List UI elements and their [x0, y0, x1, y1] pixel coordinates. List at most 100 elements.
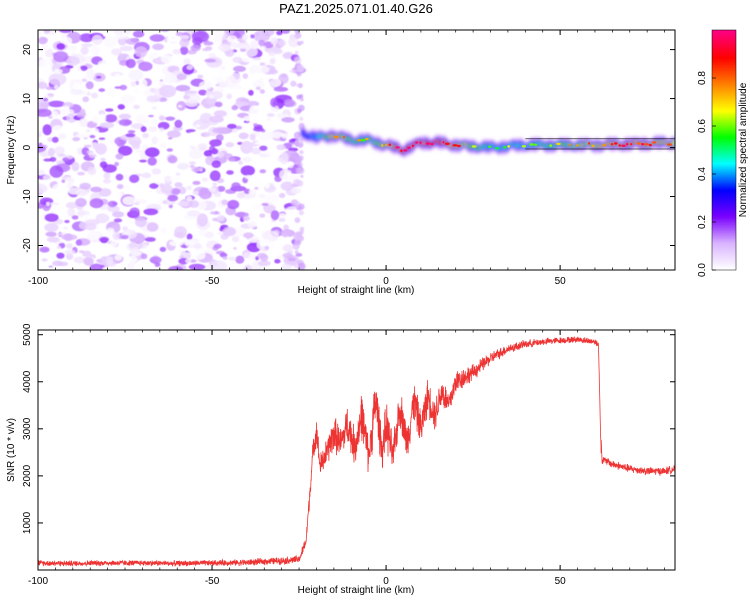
- colorbar-cell: [712, 168, 736, 171]
- colorbar-cell: [712, 42, 736, 45]
- noise-blob: [44, 213, 59, 222]
- noise-blob: [192, 190, 200, 196]
- noise-blob: [175, 84, 191, 92]
- noise-blob: [214, 192, 222, 198]
- noise-blob: [90, 186, 102, 193]
- noise-blob: [56, 43, 66, 50]
- noise-blob: [113, 218, 123, 223]
- colorbar-cell: [712, 140, 736, 143]
- noise-blob: [179, 145, 190, 150]
- snr-frame: [37, 329, 676, 571]
- noise-blob: [126, 255, 138, 263]
- noise-blob: [110, 240, 118, 247]
- noise-blob: [193, 243, 202, 249]
- snr-y-label: SNR (10 * v/v): [6, 418, 17, 482]
- y-tick-label: 10: [22, 93, 33, 105]
- noise-blob: [213, 243, 222, 249]
- track-hotspot: [400, 149, 403, 152]
- noise-blob: [217, 80, 229, 88]
- noise-blob: [259, 145, 268, 151]
- noise-blob: [65, 176, 73, 182]
- noise-blob: [249, 134, 256, 141]
- colorbar-cell: [712, 98, 736, 101]
- noise-blob: [274, 223, 283, 227]
- noise-blob: [248, 89, 254, 96]
- colorbar-cell: [712, 90, 736, 93]
- noise-blob: [102, 164, 117, 173]
- noise-blob: [212, 127, 229, 134]
- noise-blob: [142, 132, 149, 139]
- noise-blob: [243, 232, 254, 239]
- noise-blob: [125, 133, 136, 138]
- x-tick-label: 50: [555, 276, 567, 287]
- noise-blob: [266, 113, 275, 117]
- noise-blob: [186, 195, 193, 202]
- noise-blob: [251, 147, 261, 155]
- colorbar-cell: [712, 154, 736, 157]
- noise-blob: [47, 179, 54, 183]
- noise-blob: [191, 166, 200, 173]
- noise-blob: [148, 126, 158, 132]
- noise-blob: [72, 137, 81, 142]
- colorbar-cell: [712, 250, 736, 253]
- track-hotspot: [618, 144, 621, 147]
- noise-blob: [113, 30, 125, 35]
- track-hotspot: [666, 143, 672, 146]
- noise-blob: [115, 153, 124, 160]
- noise-blob: [266, 151, 271, 156]
- track-hotspot: [576, 144, 579, 147]
- noise-blob: [114, 73, 122, 80]
- noise-blob: [79, 117, 88, 127]
- noise-blob: [296, 83, 300, 87]
- noise-blob: [188, 200, 200, 208]
- colorbar-cell: [712, 106, 736, 109]
- colorbar-cell: [712, 38, 736, 41]
- noise-blob: [91, 92, 99, 99]
- noise-blob: [255, 86, 261, 91]
- colorbar-cell: [712, 182, 736, 185]
- noise-blob: [276, 113, 287, 119]
- noise-blob: [44, 222, 59, 232]
- track-hotspot: [568, 143, 571, 147]
- noise-blob: [286, 171, 292, 178]
- noise-blob: [208, 187, 217, 193]
- noise-blob: [257, 252, 267, 259]
- noise-blob: [77, 68, 82, 72]
- noise-blob: [119, 120, 125, 123]
- noise-blob: [135, 217, 147, 228]
- noise-blob: [38, 31, 43, 38]
- colorbar-cell: [712, 124, 736, 127]
- noise-blob: [298, 203, 305, 210]
- colorbar-cell: [712, 94, 736, 97]
- noise-blob: [197, 74, 204, 79]
- noise-blob: [48, 73, 67, 86]
- noise-blob: [264, 182, 270, 189]
- colorbar-tick-label: 0.4: [697, 167, 708, 181]
- noise-blob: [66, 182, 74, 189]
- colorbar-cell: [712, 150, 736, 153]
- noise-blob: [71, 161, 80, 172]
- y-tick-label: 3000: [22, 417, 33, 440]
- noise-blob: [190, 44, 201, 52]
- noise-blob: [177, 162, 190, 170]
- noise-blob: [278, 39, 286, 47]
- track-hotspot: [503, 146, 507, 149]
- noise-blob: [77, 171, 85, 176]
- noise-blob: [133, 89, 139, 93]
- colorbar-cell: [712, 146, 736, 149]
- noise-blob: [119, 45, 133, 52]
- noise-blob: [270, 210, 280, 221]
- colorbar-cell: [712, 158, 736, 161]
- colorbar-cell: [712, 134, 736, 137]
- noise-blob: [248, 189, 256, 196]
- noise-blob: [278, 192, 286, 199]
- noise-blob: [294, 50, 299, 55]
- colorbar-cell: [712, 218, 736, 221]
- colorbar-tick-label: 0.8: [697, 71, 708, 85]
- track-hotspot: [357, 139, 362, 142]
- spectrogram-signal-track: [300, 124, 675, 159]
- noise-blob: [168, 265, 183, 270]
- noise-blob: [209, 139, 222, 147]
- noise-blob: [116, 184, 124, 190]
- track-core: [672, 139, 675, 146]
